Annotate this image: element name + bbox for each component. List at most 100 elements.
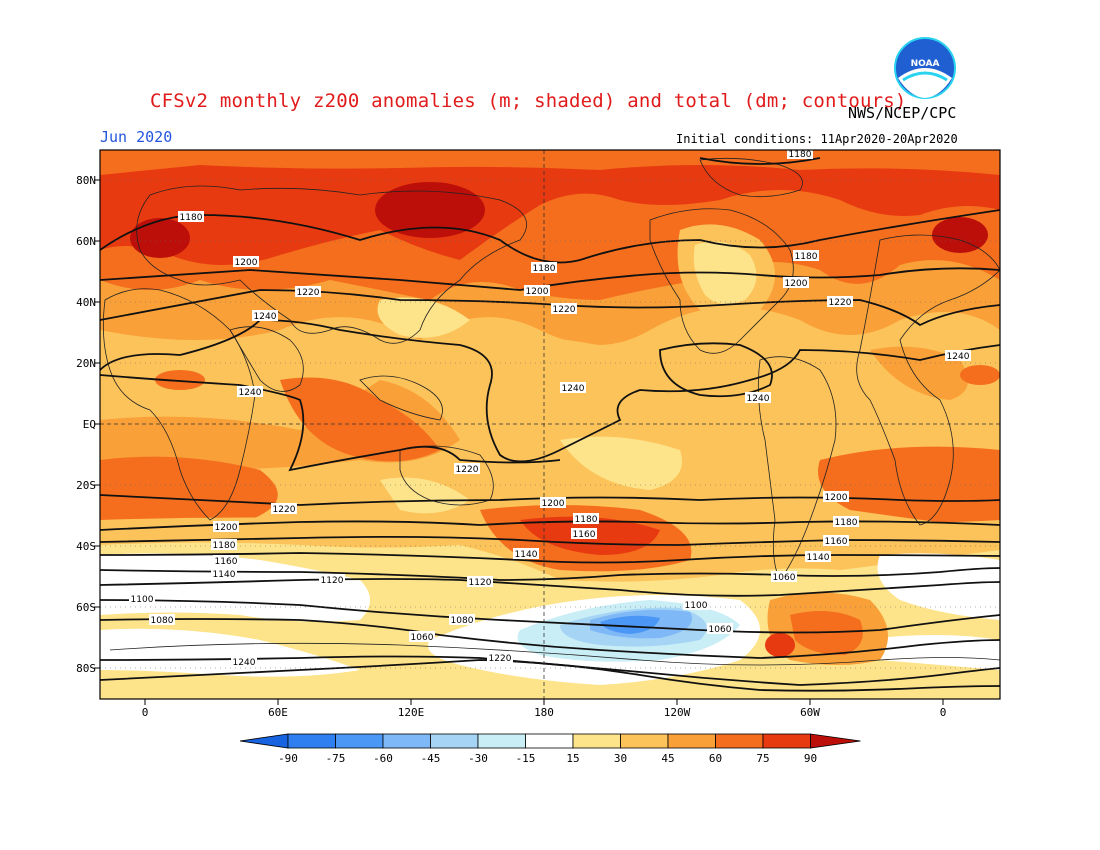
contour-label: 1180 (178, 211, 204, 223)
lon-label-60e: 60E (268, 706, 288, 719)
svg-text:1200: 1200 (526, 287, 549, 297)
agency-label: NWS/NCEP/CPC (848, 104, 957, 122)
colorbar-label: -45 (420, 752, 441, 765)
contour-label: 1220 (551, 303, 577, 315)
colorbar-swatch (477, 733, 526, 749)
svg-text:1220: 1220 (829, 298, 852, 308)
contour-label: 1200 (213, 521, 239, 533)
contour-label: 1180 (787, 148, 813, 160)
svg-text:1180: 1180 (213, 541, 236, 551)
svg-text:1140: 1140 (515, 550, 538, 560)
svg-text:1100: 1100 (685, 601, 708, 611)
contour-label: 1240 (231, 656, 257, 668)
lon-label-60w: 60W (800, 706, 820, 719)
contour-label: 1160 (823, 535, 849, 547)
contour-label: 1180 (573, 513, 599, 525)
contour-label: 1180 (211, 539, 237, 551)
svg-text:1220: 1220 (297, 288, 320, 298)
map-title: CFSv2 monthly z200 anomalies (m; shaded)… (150, 90, 907, 112)
contour-label: 1100 (683, 599, 709, 611)
lat-label-40n: 40N (76, 296, 96, 309)
colorbar-label: 15 (566, 752, 580, 765)
contour-label: 1200 (540, 497, 566, 509)
contour-label: 1220 (295, 286, 321, 298)
svg-text:1140: 1140 (807, 553, 830, 563)
svg-text:1220: 1220 (489, 654, 512, 664)
contour-label: 1080 (149, 614, 175, 626)
lat-label-40s: 40S (76, 540, 96, 553)
contour-labels: 1180 1180 1200 1220 1240 1180 1200 1220 1240 1180… (129, 148, 971, 668)
contour-label: 1060 (707, 623, 733, 635)
svg-text:1080: 1080 (451, 616, 474, 626)
contour-label: 1160 (213, 555, 239, 567)
initial-conditions: Initial conditions: 11Apr2020-20Apr2020 (676, 132, 958, 146)
noaa-logo-icon: NOAA (894, 37, 956, 99)
svg-text:1220: 1220 (553, 305, 576, 315)
svg-text:1060: 1060 (709, 625, 732, 635)
svg-text:1060: 1060 (411, 633, 434, 643)
svg-text:1220: 1220 (456, 465, 479, 475)
noaa-logo-text: NOAA (911, 59, 940, 69)
svg-text:1240: 1240 (562, 384, 585, 394)
coastlines (102, 157, 1000, 666)
contour-label: 1200 (233, 256, 259, 268)
contour-label: 1220 (271, 503, 297, 515)
colorbar-swatch (762, 733, 811, 749)
colorbar-label: -15 (515, 752, 536, 765)
contour-label: 1140 (805, 551, 831, 563)
lat-label-80s: 80S (76, 662, 96, 675)
colorbar-swatch (667, 733, 716, 749)
contour-label: 1100 (129, 593, 155, 605)
colorbar-label: 45 (661, 752, 675, 765)
contour-label: 1220 (487, 652, 513, 664)
svg-text:1240: 1240 (233, 658, 256, 668)
svg-text:1160: 1160 (825, 537, 848, 547)
colorbar-label: -30 (468, 752, 488, 765)
contour-label: 1200 (783, 277, 809, 289)
lat-label-20s: 20S (76, 479, 96, 492)
lat-label-60s: 60S (76, 601, 96, 614)
svg-text:1080: 1080 (151, 616, 174, 626)
contour-label: 1240 (560, 382, 586, 394)
contour-label: 1220 (827, 296, 853, 308)
lat-label-80n: 80N (76, 174, 96, 187)
contour-label: 1220 (454, 463, 480, 475)
svg-text:1200: 1200 (542, 499, 565, 509)
colorbar-swatch (572, 733, 621, 749)
contour-label: 1240 (237, 386, 263, 398)
svg-text:1200: 1200 (825, 493, 848, 503)
svg-text:1240: 1240 (254, 312, 277, 322)
contour-label: 1120 (467, 576, 493, 588)
lat-label-60n: 60N (76, 235, 96, 248)
svg-text:1160: 1160 (215, 557, 238, 567)
colorbar-label: 75 (756, 752, 770, 765)
colorbar-swatch (239, 733, 289, 749)
axis-ticks (94, 179, 944, 705)
colorbar-swatch (287, 733, 336, 749)
colorbar-label: 60 (708, 752, 723, 765)
colorbar-swatch (525, 733, 574, 749)
svg-text:1140: 1140 (213, 570, 236, 580)
svg-text:1160: 1160 (573, 530, 596, 540)
svg-text:1180: 1180 (789, 150, 812, 160)
svg-text:1180: 1180 (795, 252, 818, 262)
contour-label: 1180 (833, 516, 859, 528)
forecast-month: Jun 2020 (100, 128, 173, 146)
colorbar-label: -90 (278, 752, 298, 765)
contour-label: 1180 (793, 250, 819, 262)
svg-text:1060: 1060 (773, 573, 796, 583)
colorbar-label: 90 (803, 752, 818, 765)
svg-text:1180: 1180 (835, 518, 858, 528)
lat-label-eq: EQ (82, 418, 96, 431)
contour-label: 1080 (449, 614, 475, 626)
lon-label-0-east: 0 (939, 706, 947, 719)
colorbar-swatch (620, 733, 669, 749)
svg-text:1180: 1180 (180, 213, 203, 223)
contour-label: 1200 (823, 491, 849, 503)
colorbar-swatch (335, 733, 384, 749)
colorbar-label: -60 (373, 752, 393, 765)
contour-label: 1060 (771, 571, 797, 583)
colorbar-swatch (382, 733, 431, 749)
svg-text:1200: 1200 (215, 523, 238, 533)
colorbar (239, 733, 861, 749)
